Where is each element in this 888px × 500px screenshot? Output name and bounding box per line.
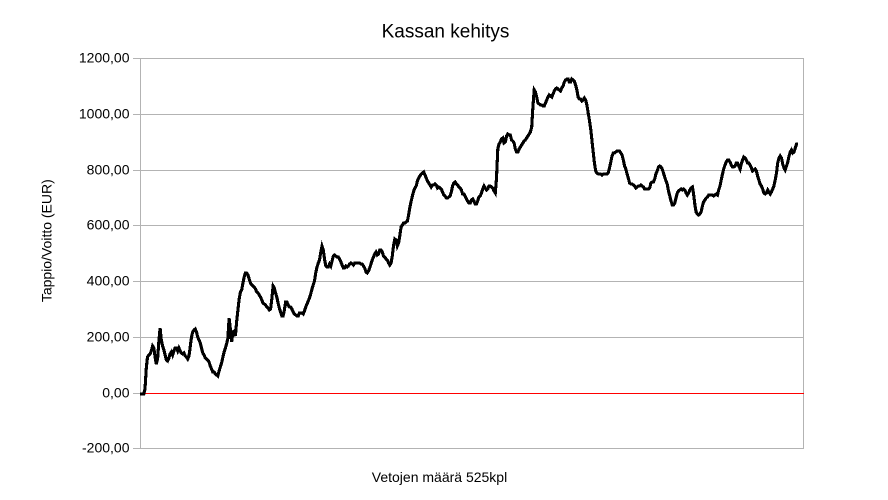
svg-text:Tappio/Voitto (EUR): Tappio/Voitto (EUR) xyxy=(38,179,54,302)
svg-text:200,00: 200,00 xyxy=(87,329,130,345)
svg-text:1200,00: 1200,00 xyxy=(79,50,130,66)
svg-text:Kassan kehitys: Kassan kehitys xyxy=(382,22,510,43)
svg-text:-200,00: -200,00 xyxy=(82,440,130,456)
svg-text:1000,00: 1000,00 xyxy=(79,106,130,122)
svg-text:400,00: 400,00 xyxy=(87,273,130,289)
svg-text:600,00: 600,00 xyxy=(87,217,130,233)
svg-text:800,00: 800,00 xyxy=(87,162,130,178)
svg-text:Vetojen määrä 525kpl: Vetojen määrä 525kpl xyxy=(372,469,507,485)
svg-text:0,00: 0,00 xyxy=(102,385,129,401)
